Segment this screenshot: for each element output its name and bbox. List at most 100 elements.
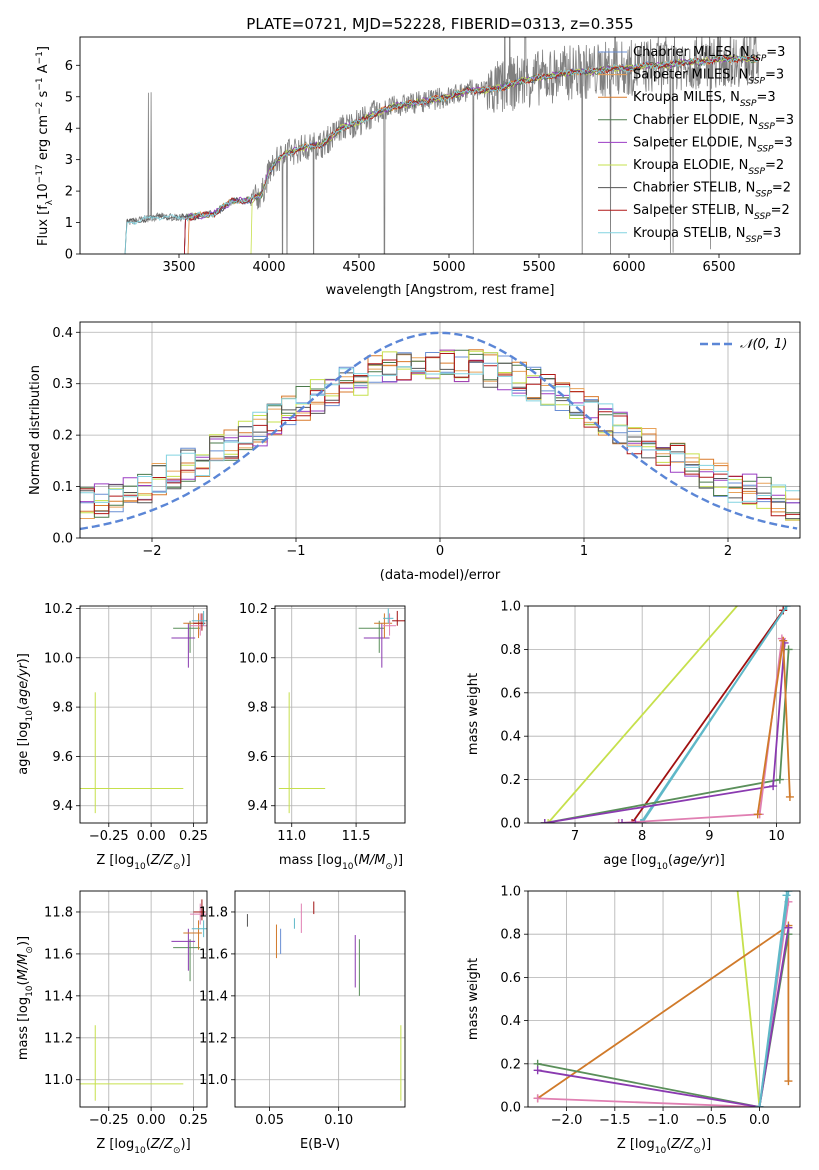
- x-tick-label: 0.00: [137, 829, 166, 844]
- y-tick-label: 10.0: [239, 651, 268, 666]
- y-tick-label: 1.0: [500, 885, 521, 900]
- residuals-axes: −2 −1 0 1 2 0.0 0.1 0.2 0.3 0.4: [52, 322, 800, 559]
- age-z-y-axis-label: age [log10(age/yr)]: [16, 653, 35, 775]
- mass-weight-age-marker: [628, 819, 637, 823]
- x-tick-label: 7: [571, 829, 579, 844]
- x-tick-label: 5500: [522, 260, 555, 275]
- y-tick-label: 11.6: [44, 947, 73, 962]
- mass-weight-age-marker: [756, 576, 764, 584]
- y-tick-label: 6: [65, 59, 73, 74]
- y-tick-label: 11.4: [199, 989, 228, 1004]
- mass-weight-age-marker: [779, 636, 788, 645]
- model-spectrum-chabrier_stelib: [124, 55, 759, 254]
- mass-weight-z-marker: [533, 1094, 542, 1103]
- mass-weight-z-line: [537, 927, 790, 1107]
- y-tick-label: 0.6: [500, 971, 521, 986]
- y-tick-label: 11.0: [199, 1073, 228, 1088]
- mass-weight-age-marker: [618, 819, 627, 823]
- x-tick-label: 1: [580, 544, 588, 559]
- mass-z-x-axis-label: Z [log10(Z/Z⊙)]: [96, 1137, 190, 1156]
- residuals-x-axis-label: (data-model)/error: [380, 568, 501, 583]
- mass-weight-z-line: [758, 895, 788, 1107]
- legend-label: Salpeter MILES, NSSP=3: [633, 68, 784, 87]
- mass-weight-vs-age-axes: 7 8 9 10 0.0 0.2 0.4 0.6 0.8 1.0: [500, 576, 800, 844]
- figure-title: PLATE=0721, MJD=52228, FIBERID=0313, z=0…: [246, 15, 633, 33]
- y-tick-label: 11.2: [44, 1031, 73, 1046]
- x-tick-label: −0.25: [89, 1113, 129, 1128]
- y-tick-label: 0.4: [500, 1014, 521, 1029]
- x-tick-label: 11.5: [342, 829, 371, 844]
- spectrum-y-axis-label: Flux [fλ10−17 erg cm−2 s−1 A−1]: [35, 46, 55, 246]
- mass-weight-z-line: [537, 901, 790, 1107]
- mass-weight-age-marker: [786, 598, 794, 606]
- gauss-legend-label: 𝒩(0, 1): [740, 337, 787, 352]
- x-tick-label: 6000: [612, 260, 645, 275]
- model-spectrum-salpeter_miles: [184, 54, 759, 254]
- y-tick-label: 0.3: [52, 377, 73, 392]
- mass-z-y-axis-label: mass [log10(M/M⊙)]: [16, 936, 35, 1060]
- mass-weight-z-marker: [755, 1103, 764, 1107]
- mass-weight-age-line: [640, 606, 789, 823]
- spectrum-x-axis-label: wavelength [Angstrom, rest frame]: [326, 283, 555, 298]
- y-tick-label: 11.8: [44, 905, 73, 920]
- x-tick-label: 0.05: [255, 1113, 284, 1128]
- x-tick-label: −1: [286, 544, 305, 559]
- y-tick-label: 0: [65, 248, 73, 263]
- mass-vs-Z-axes: −0.25 0.00 0.25 11.0 11.2 11.4 11.6 11.8: [44, 891, 208, 1128]
- y-tick-label: 10.2: [44, 602, 73, 617]
- mw-age-x-axis-label: age [log10(age/yr)]: [603, 853, 725, 872]
- y-tick-label: 3: [65, 153, 73, 168]
- histogram-salpeter_stelib: [80, 353, 800, 517]
- y-tick-label: 5: [65, 90, 73, 105]
- mass-weight-z-marker: [784, 923, 793, 932]
- x-tick-label: 0.25: [179, 829, 208, 844]
- mass-weight-age-marker: [784, 645, 793, 654]
- y-tick-label: 9.4: [52, 799, 73, 814]
- y-tick-label: 10.0: [44, 651, 73, 666]
- mw-z-y-axis-label: mass weight: [466, 958, 481, 1040]
- residuals-frame: [79, 321, 801, 539]
- mass-weight-z-marker: [731, 865, 739, 873]
- legend-label: Chabrier MILES, NSSP=3: [633, 45, 785, 64]
- x-tick-label: 0.25: [179, 1113, 208, 1128]
- mass-weight-age-marker: [775, 775, 784, 784]
- x-tick-label: 3500: [162, 260, 195, 275]
- mass-weight-age-line: [547, 606, 739, 823]
- mass-weight-age-marker: [540, 819, 549, 823]
- y-tick-label: 0.0: [500, 817, 521, 832]
- y-tick-label: 0.6: [500, 686, 521, 701]
- y-tick-label: 10.2: [239, 602, 268, 617]
- y-tick-label: 0.2: [500, 1057, 521, 1072]
- age-vs-mass-frame: [274, 605, 406, 824]
- y-tick-label: 0.4: [52, 326, 73, 341]
- y-tick-label: 11.8: [199, 905, 228, 920]
- y-tick-label: 11.0: [44, 1073, 73, 1088]
- x-tick-label: 6500: [702, 260, 735, 275]
- mass-weight-vs-Z-frame: [527, 890, 801, 1108]
- age-vs-mass-axes: 11.0 11.5 9.4 9.6 9.8 10.0 10.2: [239, 602, 405, 844]
- x-tick-label: 10: [768, 829, 785, 844]
- y-tick-label: 0.2: [52, 429, 73, 444]
- x-tick-label: 0.0: [749, 1113, 770, 1128]
- mass-weight-vs-Z-axes: −2.0 −1.5 −1.0 −0.5 0.0 0.0 0.2 0.4 0.6 0.8 1.0: [500, 865, 800, 1128]
- age-vs-Z-axes: −0.25 0.00 0.25 9.4 9.6 9.8 10.0 10.2: [44, 602, 208, 844]
- mass-weight-age-line: [618, 638, 783, 823]
- histogram-chabrier_stelib: [80, 353, 800, 520]
- y-tick-label: 9.6: [247, 750, 268, 765]
- legend-label: Salpeter ELODIE, NSSP=3: [633, 135, 793, 154]
- y-tick-label: 0.8: [500, 643, 521, 658]
- model-spectrum-kroupa_stelib: [124, 55, 759, 254]
- x-tick-label: 0.00: [137, 1113, 166, 1128]
- x-tick-label: 5000: [432, 260, 465, 275]
- y-tick-label: 9.4: [247, 799, 268, 814]
- x-tick-label: −2.0: [551, 1113, 583, 1128]
- x-tick-label: 8: [638, 829, 646, 844]
- y-tick-label: 1.0: [500, 600, 521, 615]
- y-tick-label: 0.2: [500, 773, 521, 788]
- mass-weight-age-marker: [631, 819, 640, 823]
- x-tick-label: 0.10: [324, 1113, 353, 1128]
- legend-label: Kroupa STELIB, NSSP=3: [633, 226, 781, 245]
- y-tick-label: 11.4: [44, 989, 73, 1004]
- x-tick-label: −2: [142, 544, 161, 559]
